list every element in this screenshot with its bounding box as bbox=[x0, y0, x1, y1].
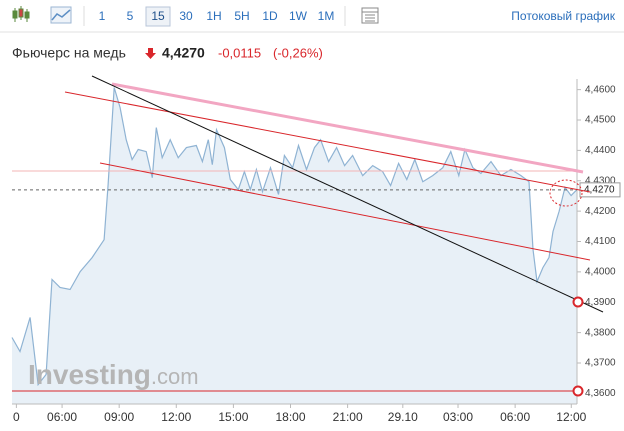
stream-link[interactable]: Потоковый график bbox=[511, 9, 615, 23]
last-price-axis-label: 4,4270 bbox=[584, 185, 615, 196]
x-tick-label: 03:00 bbox=[443, 410, 473, 424]
y-tick-label: 4,4000 bbox=[585, 267, 616, 278]
watermark: Investing.com bbox=[28, 359, 199, 390]
interval-button[interactable]: 1D bbox=[262, 9, 278, 23]
x-tick-label: 12:00 bbox=[556, 410, 586, 424]
toolbar: Потоковый график bbox=[0, 6, 624, 33]
interval-button[interactable]: 1 bbox=[99, 9, 106, 23]
down-arrow bbox=[145, 48, 156, 59]
drawn-handle bbox=[572, 385, 584, 397]
drawn-trendline bbox=[91, 75, 604, 313]
x-tick-label: 18:00 bbox=[275, 410, 305, 424]
drawn-handle bbox=[572, 296, 584, 308]
y-tick-label: 4,4400 bbox=[585, 145, 616, 156]
x-tick-label: 21:00 bbox=[333, 410, 363, 424]
candle-icon[interactable] bbox=[12, 6, 30, 22]
x-tick-label: 09:00 bbox=[104, 410, 134, 424]
plot-area: 4,3600 4,3700 4,3800 4,3900 4,4000 4,4100 4,42… bbox=[11, 79, 621, 424]
y-tick-label: 4,4500 bbox=[585, 115, 616, 126]
last-price: 4,4270 bbox=[162, 45, 205, 61]
y-tick-label: 4,4200 bbox=[585, 206, 616, 217]
x-tick-label: 15:00 bbox=[218, 410, 248, 424]
interval-button[interactable]: 1W bbox=[289, 9, 308, 23]
x-tick-label: 29.10 bbox=[388, 410, 418, 424]
interval-button[interactable]: 15 bbox=[151, 9, 165, 23]
price-line bbox=[11, 87, 578, 387]
interval-button[interactable]: 1M bbox=[318, 9, 335, 23]
y-tick-label: 4,3800 bbox=[585, 327, 616, 338]
area-icon[interactable] bbox=[50, 6, 72, 24]
y-tick-label: 4,4100 bbox=[585, 236, 616, 247]
price-change-percent: (-0,26%) bbox=[273, 45, 323, 60]
price-change: -0,0115 bbox=[218, 45, 261, 60]
x-tick-label: 06:00 bbox=[47, 410, 77, 424]
watermark-brand: Investing bbox=[28, 359, 151, 390]
drawn-trendline bbox=[111, 82, 584, 174]
drawn-trendline bbox=[64, 91, 591, 193]
drawings bbox=[12, 75, 604, 397]
interval-button[interactable]: 1H bbox=[206, 9, 221, 23]
y-tick-label: 4,3700 bbox=[585, 358, 616, 369]
drawn-ellipse bbox=[549, 179, 583, 207]
table-icon[interactable] bbox=[361, 7, 379, 24]
watermark-suffix: .com bbox=[151, 364, 199, 389]
active-interval-box bbox=[145, 6, 171, 27]
x-tick-label: 0 bbox=[13, 410, 20, 424]
x-tick-label: 12:00 bbox=[161, 410, 191, 424]
interval-button[interactable]: 30 bbox=[179, 9, 193, 23]
x-tick-label: 06:00 bbox=[500, 410, 530, 424]
y-tick-label: 4,4300 bbox=[585, 175, 616, 186]
interval-button[interactable]: 5 bbox=[127, 9, 134, 23]
interval-button[interactable]: 5H bbox=[234, 9, 249, 23]
y-tick-label: 4,3900 bbox=[585, 297, 616, 308]
y-tick-label: 4,3600 bbox=[585, 388, 616, 399]
price-area bbox=[12, 87, 577, 404]
instrument-name: Фьючерс на медь bbox=[12, 45, 126, 61]
drawn-trendline bbox=[99, 162, 591, 261]
y-tick-label: 4,4600 bbox=[585, 84, 616, 95]
